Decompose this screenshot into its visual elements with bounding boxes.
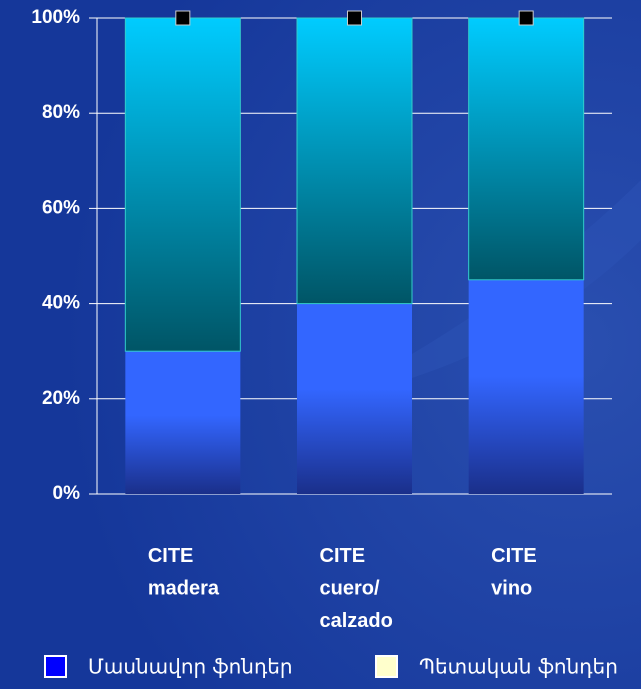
y-tick-label: 0%	[53, 483, 81, 504]
x-tick-label-line: CITE	[320, 545, 366, 567]
bar-segment	[296, 17, 413, 305]
x-tick-label: CITE vino	[491, 545, 537, 600]
x-tick-label-line: CITE	[491, 545, 537, 567]
y-tick-label: 100%	[31, 7, 80, 28]
x-tick-label-line: cuero/	[320, 578, 380, 600]
legend-swatch	[44, 655, 67, 678]
bar-segment	[468, 17, 585, 281]
marker	[347, 10, 362, 26]
x-tick-label-line: CITE	[148, 545, 194, 567]
x-tick-label-line: vino	[491, 578, 532, 600]
marker	[518, 10, 534, 26]
bar-segment	[125, 351, 241, 494]
y-tick-label: 60%	[42, 197, 80, 218]
bar-segment	[297, 303, 412, 494]
marker	[175, 10, 191, 26]
y-tick-label: 80%	[42, 102, 80, 123]
x-tick-label-line: calzado	[320, 610, 393, 632]
x-tick-label-line: madera	[148, 578, 220, 600]
y-tick-label: 20%	[42, 388, 80, 409]
bar-segment	[468, 279, 584, 494]
x-tick-label: CITE madera	[148, 545, 220, 600]
legend-swatch	[375, 655, 398, 678]
x-tick-label: CITE cuero/calzado	[320, 545, 393, 632]
y-tick-label: 40%	[42, 293, 80, 314]
legend-label: Պետական ֆոնդեր	[419, 655, 618, 679]
legend-label: Մասնավոր ֆոնդեր	[88, 655, 293, 679]
bar-segment	[124, 17, 241, 352]
